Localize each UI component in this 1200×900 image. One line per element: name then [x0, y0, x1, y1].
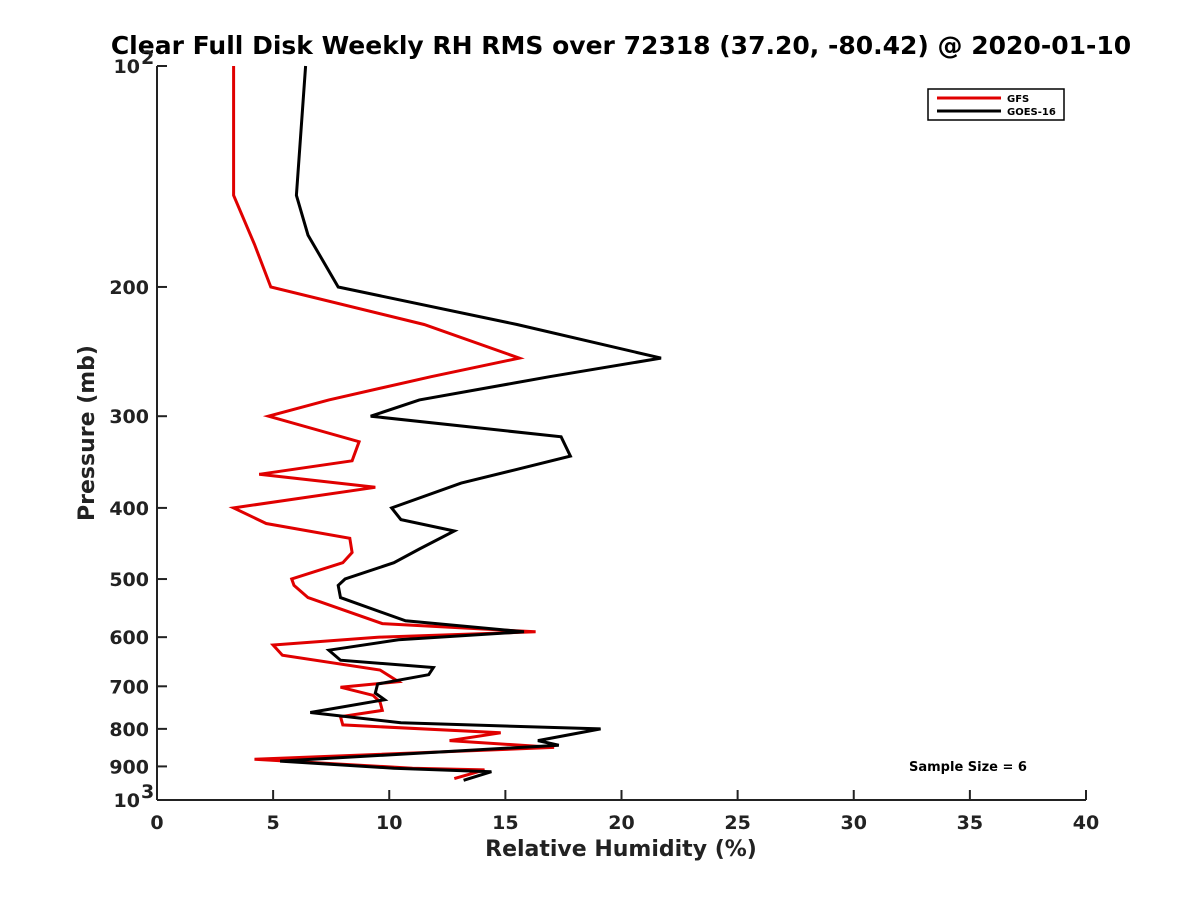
x-tick-label: 40	[1073, 812, 1099, 834]
legend-label: GFS	[1007, 94, 1029, 105]
y-tick-label: 600	[109, 627, 149, 649]
legend-box	[927, 88, 1065, 121]
y-axis-label: Pressure (mb)	[75, 345, 100, 521]
y-tick-label: 300	[109, 406, 149, 428]
x-tick-label: 0	[150, 812, 163, 834]
y-tick-label: 400	[109, 498, 149, 520]
y-tick-label: 700	[109, 676, 149, 698]
y-tick-label: 800	[109, 719, 149, 741]
series-layer	[228, 65, 662, 782]
y-tick-label: 500	[109, 569, 149, 591]
x-tick-label: 10	[376, 812, 402, 834]
x-tick-label: 25	[724, 812, 750, 834]
sample-size-annotation: Sample Size = 6	[909, 760, 1027, 775]
y-tick-label: 900	[109, 756, 149, 778]
x-tick-label: 30	[841, 812, 867, 834]
y-tick-label: 200	[109, 277, 149, 299]
series-line-goes-16	[280, 65, 662, 782]
x-tick-label: 15	[492, 812, 518, 834]
series-line-gfs	[228, 66, 555, 781]
x-axis-label: Relative Humidity (%)	[485, 837, 757, 862]
legend-label: GOES-16	[1007, 107, 1056, 118]
legend: GFS GOES-16	[927, 88, 1065, 121]
y-tick-exponent: 3	[141, 781, 154, 803]
x-axis-ticks: 0 5 10 15 20 25 30 35 40	[150, 790, 1099, 834]
x-tick-label: 20	[608, 812, 634, 834]
y-tick-exponent: 2	[141, 47, 154, 69]
y-tick-label: 10	[114, 790, 140, 812]
x-tick-label: 5	[267, 812, 280, 834]
chart-title: Clear Full Disk Weekly RH RMS over 72318…	[111, 31, 1131, 60]
x-tick-label: 35	[957, 812, 983, 834]
y-tick-label: 10	[114, 56, 140, 78]
